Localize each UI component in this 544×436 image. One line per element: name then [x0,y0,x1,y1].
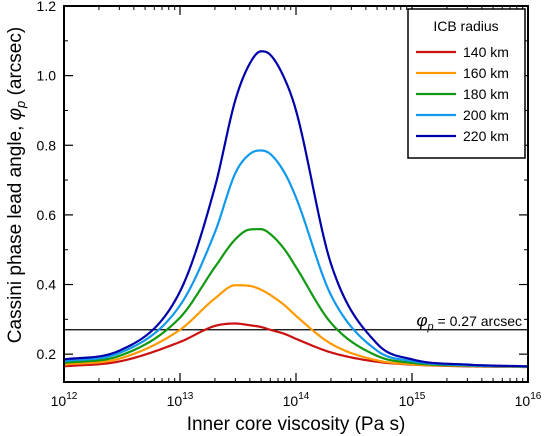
legend-box [407,8,526,159]
x-tick-label: 1012 [51,391,78,409]
legend-label-2: 160 km [463,65,509,81]
plot-frame [63,5,529,383]
legend: ICB radius 140 km 160 km 180 km 200 km 220 k… [407,8,526,159]
series-line-5 [63,50,529,368]
y-axis-label: Cassini phase lead angle, φp (arcsec) [5,27,28,343]
y-tick-label: 1.2 [37,0,57,14]
y-tick-label: 1.0 [37,68,57,84]
y-tick-label: 0.8 [37,137,57,153]
legend-label-3: 180 km [463,86,509,102]
x-axis-label: Inner core viscosity (Pa s) [187,414,406,435]
x-tick-label: 1013 [167,391,194,409]
y-tick-label: 0.2 [37,346,57,362]
x-tick-label: 1016 [515,391,542,409]
y-tick-label: 0.4 [37,277,57,293]
legend-title: ICB radius [433,18,498,34]
reference-line-label: φp = 0.27 arcsec [416,311,522,333]
x-tick-label: 1014 [283,391,310,409]
legend-label-1: 140 km [463,44,509,60]
legend-label-5: 220 km [463,128,509,144]
y-tick-label: 0.6 [37,207,57,223]
series-line-4 [63,149,529,368]
legend-label-4: 200 km [463,107,509,123]
x-tick-label: 1015 [399,391,426,409]
